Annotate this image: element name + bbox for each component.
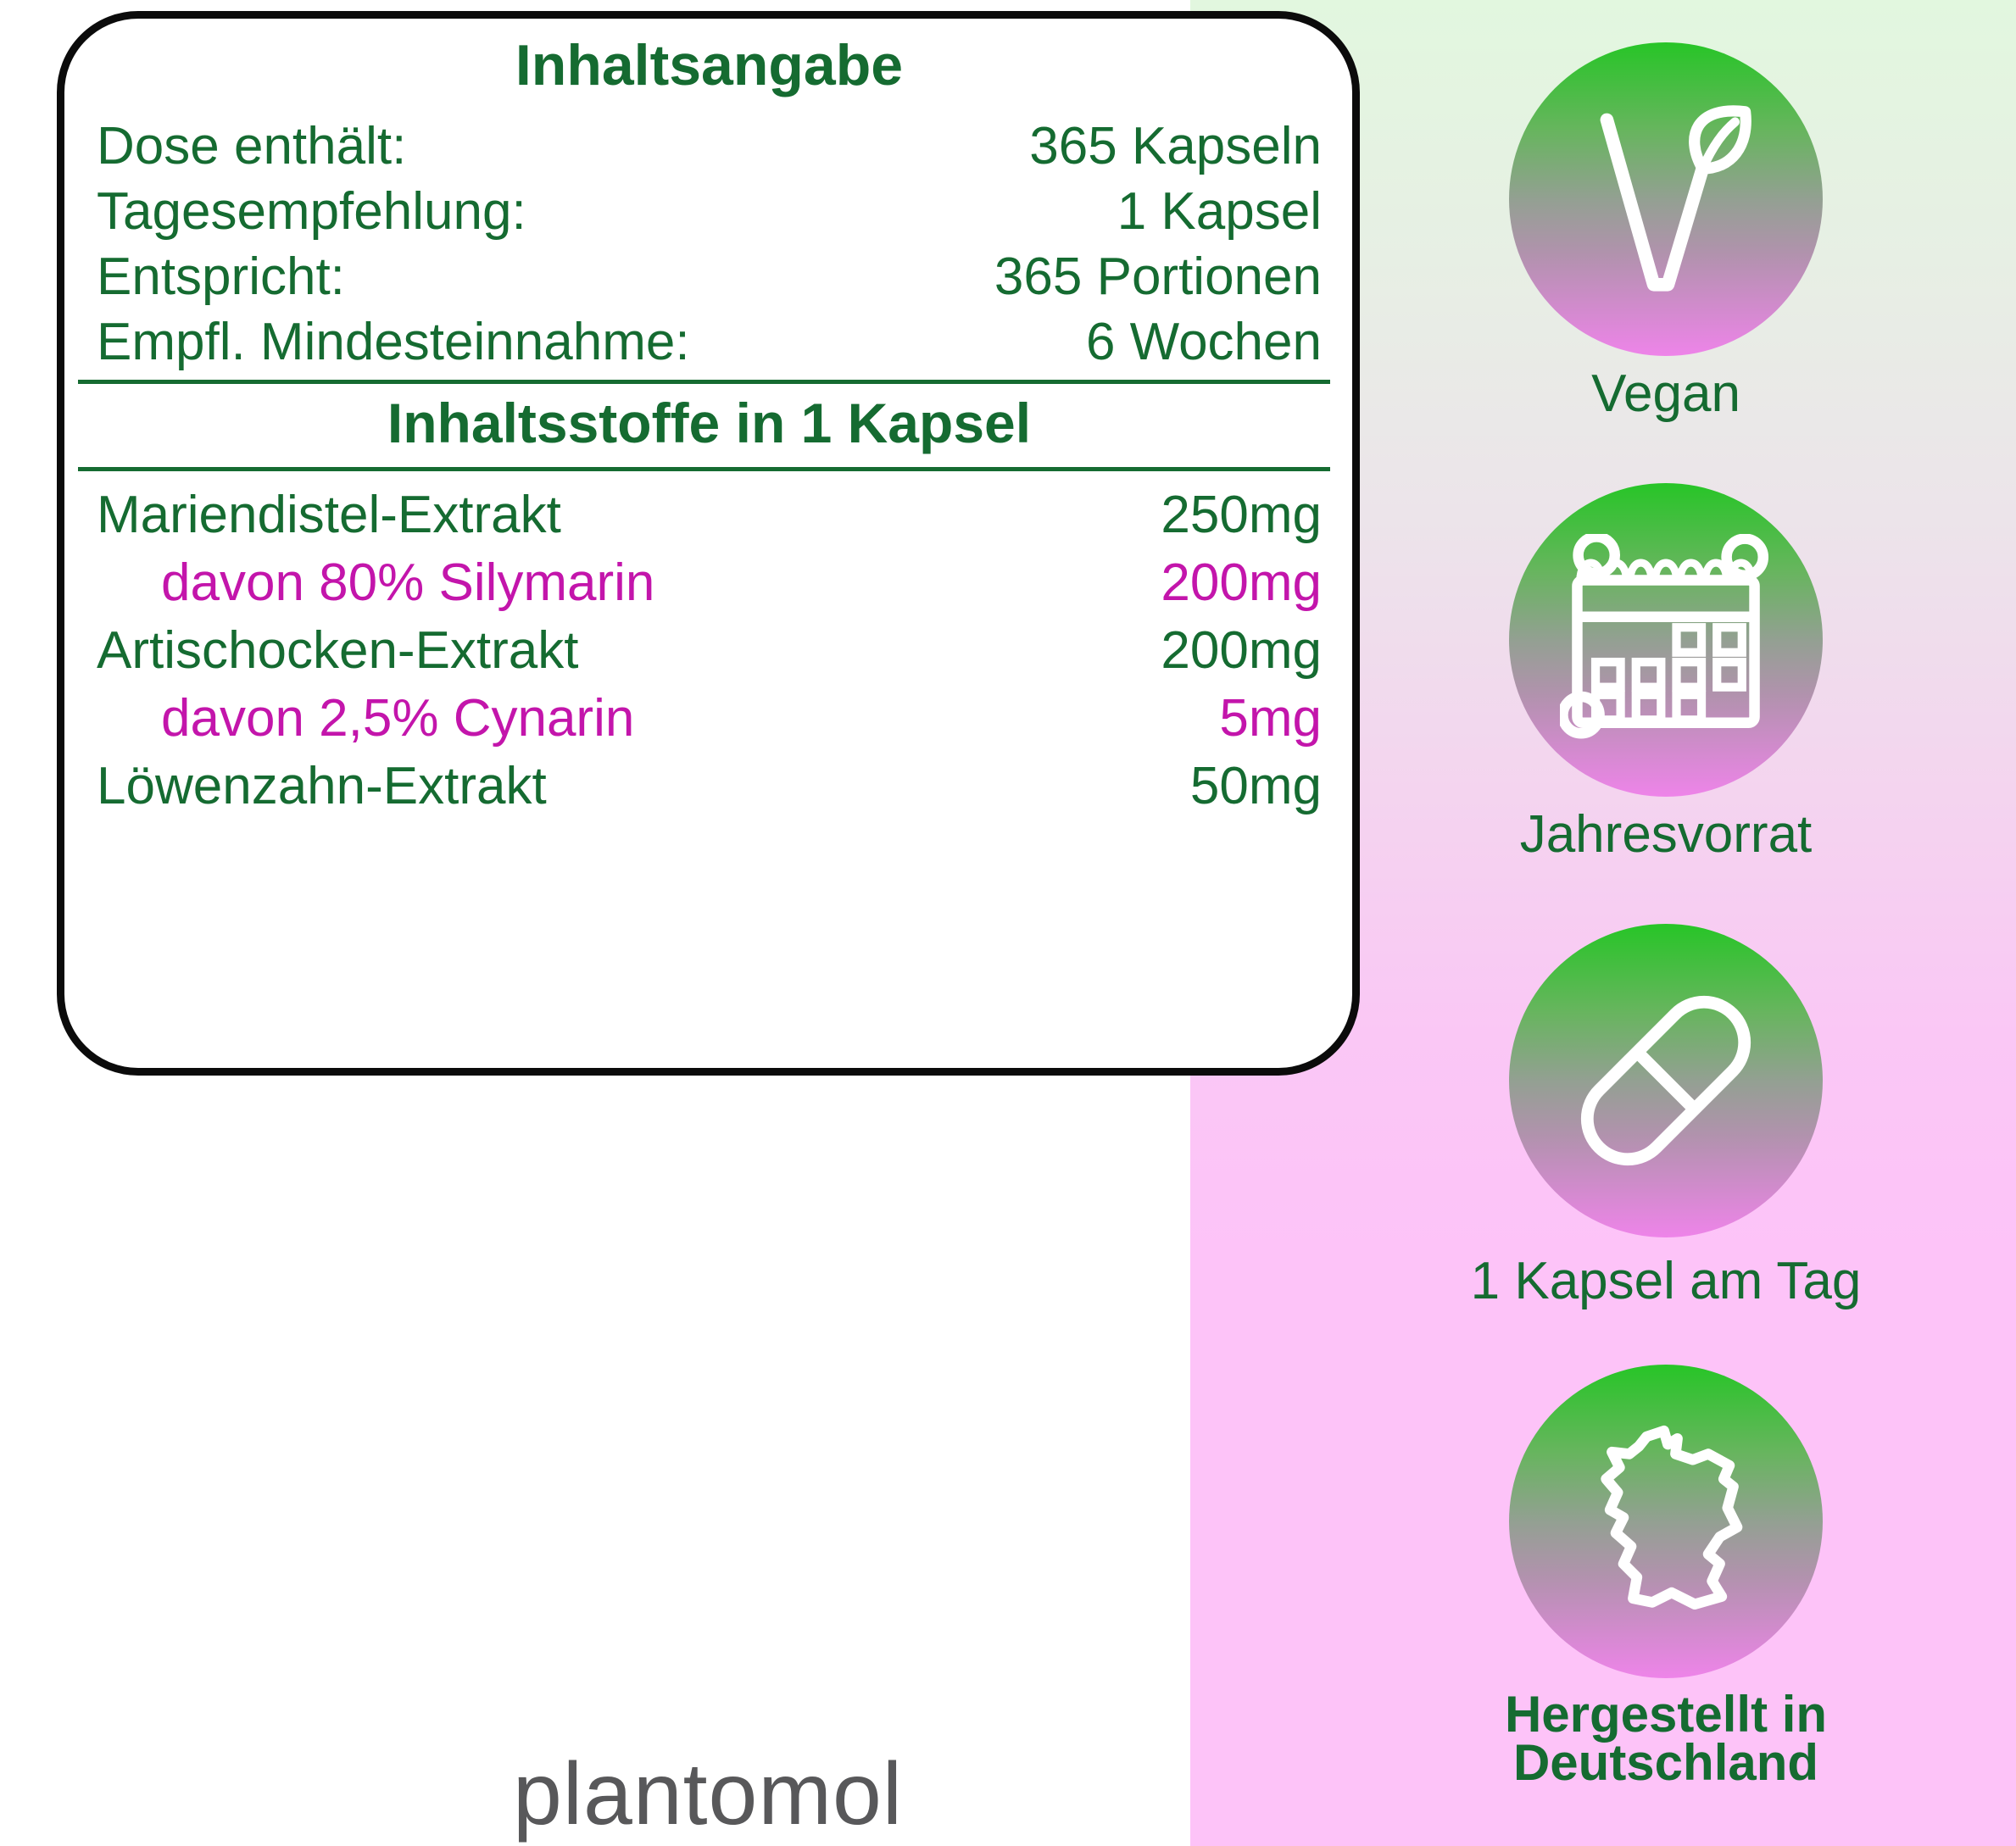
ingredient-label: Mariendistel-Extrakt (97, 486, 561, 544)
summary-label: Entspricht: (97, 247, 345, 306)
badge-label-line1: Hergestellt in (1504, 1686, 1828, 1743)
calendar-icon (1560, 534, 1769, 739)
ingredients-table: Mariendistel-Extrakt 250mg davon 80% Sil… (97, 481, 1322, 820)
badge-jahresvorrat (1509, 483, 1823, 797)
ingredient-row: davon 80% Silymarin 200mg (97, 549, 1322, 617)
badge-label-hergestellt: Hergestellt in Deutschland (1318, 1686, 2013, 1791)
ingredient-value: 250mg (1161, 486, 1322, 544)
summary-value: 6 Wochen (1085, 313, 1322, 371)
ingredient-row: Löwenzahn-Extrakt 50mg (97, 753, 1322, 820)
ingredient-label: Artischocken-Extrakt (97, 621, 579, 680)
capsule-icon (1580, 995, 1751, 1166)
badge-vegan (1509, 42, 1823, 356)
badge-label-jahresvorrat: Jahresvorrat (1519, 805, 1813, 864)
summary-row: Empfl. Mindesteinnahme: 6 Wochen (97, 309, 1322, 375)
ingredient-value: 5mg (1219, 689, 1322, 748)
badge-hergestellt-in-deutschland (1509, 1365, 1823, 1678)
ingredient-value: 200mg (1161, 553, 1322, 612)
brand-logo: plantomol (513, 1745, 903, 1843)
ingredient-label: davon 2,5% Cynarin (161, 689, 635, 748)
info-box-title: Inhaltsangabe (515, 33, 904, 97)
vegan-v-leaf-icon (1600, 105, 1751, 292)
ingredient-row: davon 2,5% Cynarin 5mg (97, 685, 1322, 753)
summary-label: Tagesempfehlung: (97, 182, 526, 241)
ingredient-label: davon 80% Silymarin (161, 553, 655, 612)
summary-value: 365 Kapseln (1029, 117, 1322, 175)
summary-label: Empfl. Mindesteinnahme: (97, 313, 690, 371)
summary-value: 1 Kapsel (1117, 182, 1322, 241)
badge-label-vegan: Vegan (1591, 364, 1740, 423)
summary-row: Dose enthält: 365 Kapseln (97, 114, 1322, 179)
ingredient-row: Mariendistel-Extrakt 250mg (97, 481, 1322, 549)
badge-label-line2: Deutschland (1512, 1734, 1819, 1791)
summary-table: Dose enthält: 365 Kapseln Tagesempfehlun… (97, 114, 1322, 375)
summary-row: Tagesempfehlung: 1 Kapsel (97, 179, 1322, 244)
ingredient-label: Löwenzahn-Extrakt (97, 757, 547, 815)
divider (78, 467, 1330, 471)
germany-map-icon (1601, 1425, 1743, 1610)
ingredients-heading: Inhaltsstoffe in 1 Kapsel (387, 392, 1032, 454)
info-box: Inhaltsangabe Dose enthält: 365 Kapseln … (57, 11, 1360, 1076)
badge-label-kapsel-am-tag: 1 Kapsel am Tag (1470, 1252, 1862, 1310)
ingredient-value: 50mg (1189, 757, 1322, 815)
ingredient-value: 200mg (1161, 621, 1322, 680)
divider (78, 380, 1330, 384)
badge-kapsel-am-tag (1509, 924, 1823, 1237)
summary-label: Dose enthält: (97, 117, 407, 175)
ingredient-row: Artischocken-Extrakt 200mg (97, 617, 1322, 685)
summary-row: Entspricht: 365 Portionen (97, 244, 1322, 309)
summary-value: 365 Portionen (994, 247, 1322, 306)
